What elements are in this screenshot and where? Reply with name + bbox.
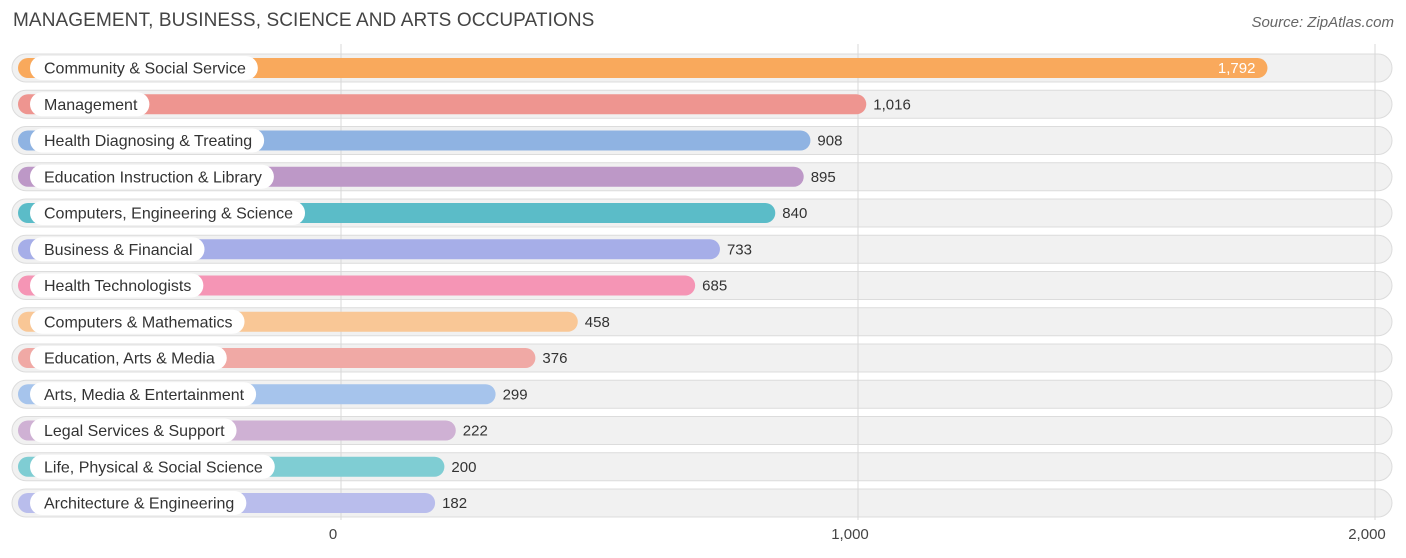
value-label: 182 <box>442 495 467 512</box>
category-label: Legal Services & Support <box>44 423 225 440</box>
category-label: Community & Social Service <box>44 61 246 78</box>
category-label-pill <box>30 491 247 515</box>
category-label: Education, Arts & Media <box>44 351 215 368</box>
category-label-pill <box>30 92 150 117</box>
x-tick-label: 0 <box>329 526 337 543</box>
category-label: Architecture & Engineering <box>44 496 234 513</box>
category-label-pill <box>30 273 204 298</box>
x-tick-label: 2,000 <box>1348 526 1386 543</box>
category-label-pill <box>30 237 205 262</box>
category-label: Education Instruction & Library <box>44 169 262 186</box>
category-label: Health Diagnosing & Treating <box>44 133 252 150</box>
category-label: Business & Financial <box>44 242 193 259</box>
category-label: Life, Physical & Social Science <box>44 459 263 476</box>
value-label: 200 <box>451 459 476 476</box>
category-label-pill <box>30 454 275 479</box>
value-label: 1,016 <box>873 96 911 113</box>
category-label-pill <box>30 346 227 370</box>
chart-title: MANAGEMENT, BUSINESS, SCIENCE AND ARTS O… <box>13 10 595 31</box>
value-label: 1,792 <box>1218 60 1256 77</box>
category-label-pill <box>30 56 258 80</box>
category-label: Arts, Media & Entertainment <box>44 387 245 404</box>
value-label: 908 <box>817 133 842 150</box>
category-label: Computers, Engineering & Science <box>44 206 293 223</box>
value-label: 458 <box>585 314 610 331</box>
value-label: 895 <box>811 169 836 186</box>
bar <box>18 94 867 115</box>
category-label-pill <box>30 128 265 153</box>
category-label-pill <box>30 309 245 334</box>
category-label: Computers & Mathematics <box>44 314 233 331</box>
value-label: 685 <box>702 278 727 295</box>
value-label: 376 <box>542 350 567 367</box>
category-label-pill <box>30 382 257 407</box>
value-label: 733 <box>727 241 752 258</box>
bar <box>18 58 1268 78</box>
value-label: 840 <box>782 205 807 222</box>
category-label: Health Technologists <box>44 278 191 295</box>
x-tick-label: 1,000 <box>831 526 869 543</box>
category-label: Management <box>44 97 138 114</box>
category-label-pill <box>30 418 237 443</box>
category-label-pill <box>30 164 274 189</box>
source-label: Source: ZipAtlas.com <box>1251 14 1394 31</box>
category-label-pill <box>30 201 306 225</box>
value-label: 299 <box>503 386 528 403</box>
value-label: 222 <box>463 423 488 440</box>
